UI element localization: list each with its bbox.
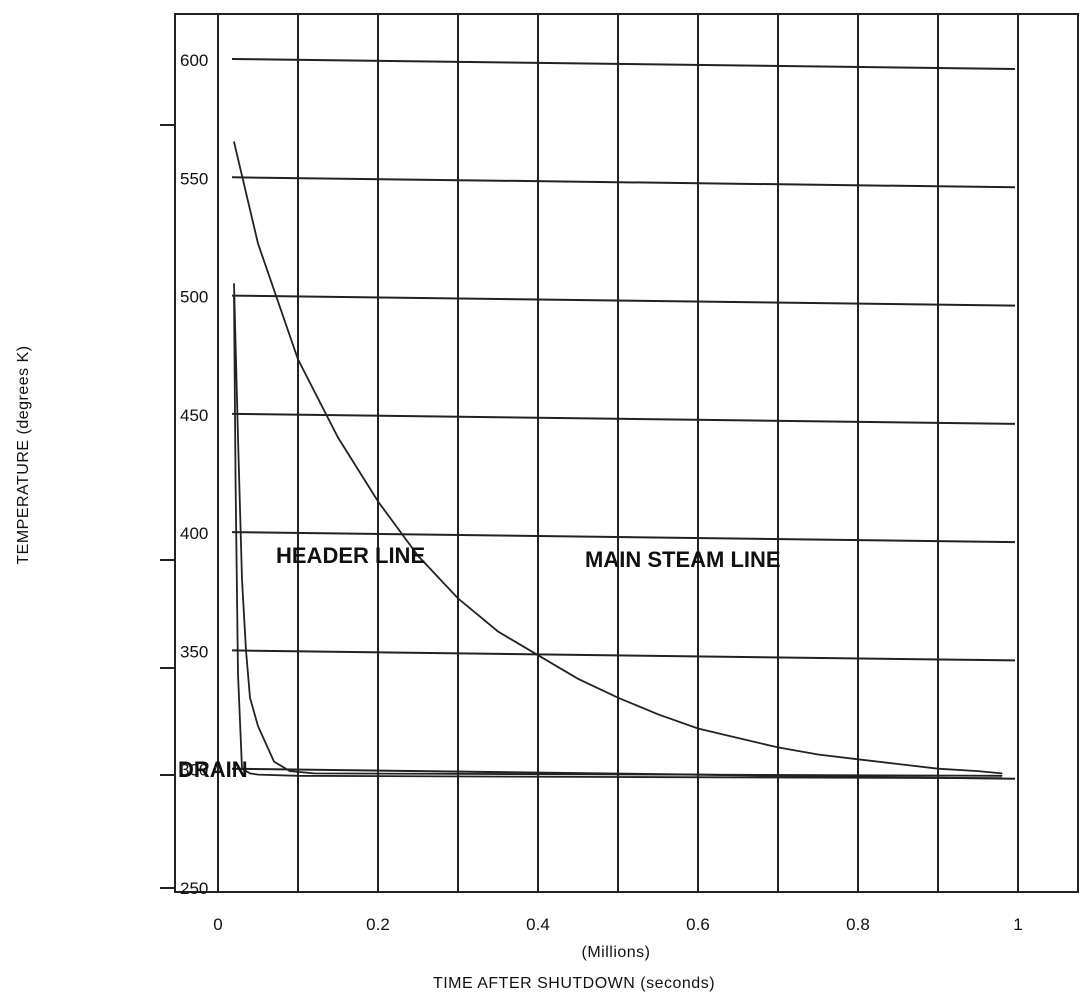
main-steam-line-point: [1001, 772, 1003, 775]
y-axis-title: TEMPERATURE (degrees K): [15, 345, 32, 564]
grid-line-horizontal: [231, 412, 1016, 425]
main-steam-line-point: [937, 768, 939, 770]
header-line-curve: [233, 283, 1003, 777]
grid-layer: [160, 14, 1019, 892]
main-steam-line-point: [497, 630, 499, 633]
header-line-label: HEADER LINE: [276, 543, 425, 568]
grid-line-horizontal: [231, 649, 1016, 662]
main-steam-line-point: [537, 654, 539, 656]
main-steam-line-point: [457, 597, 459, 599]
header-line-point: [289, 770, 291, 772]
main-steam-line-point: [617, 697, 619, 699]
main-steam-line-point: [737, 737, 739, 739]
header-line-point: [233, 283, 235, 285]
drain-label: DRAIN: [178, 757, 248, 782]
drain-point: [233, 294, 235, 297]
main-steam-line-label: MAIN STEAM LINE: [585, 547, 781, 572]
header-line-point: [1001, 775, 1003, 777]
drain-point: [237, 673, 239, 675]
y-tick-label: 400: [180, 524, 208, 543]
curve-layer: [233, 141, 1003, 780]
header-line-point: [249, 697, 251, 699]
main-steam-line-point: [577, 678, 579, 680]
y-tick-label: 250: [180, 879, 208, 898]
tick-layer: 250 300 350 400 450 500 550 600 0 0.2 0.4 0.6 0.8 1: [180, 51, 1023, 934]
drain-point: [257, 774, 259, 776]
x-axis-title: TIME AFTER SHUTDOWN (seconds): [433, 975, 715, 992]
drain-point: [235, 484, 237, 486]
drain-point: [617, 776, 619, 778]
header-line-point: [237, 436, 239, 439]
grid-line-horizontal: [231, 58, 1016, 70]
drain-point: [241, 768, 243, 770]
x-tick-label: 0.2: [366, 915, 390, 934]
x-tick-label: 0: [213, 915, 222, 934]
main-steam-line-point: [297, 358, 299, 361]
grid-line-horizontal: [231, 294, 1016, 307]
y-tick-label: 500: [180, 288, 208, 307]
drain-point: [1001, 777, 1003, 779]
main-steam-line-point: [977, 770, 979, 772]
header-line-point: [245, 649, 247, 652]
grid-line-horizontal: [231, 531, 1016, 544]
main-steam-line-point: [697, 727, 699, 730]
main-steam-line-point: [257, 242, 259, 245]
header-line-point: [257, 725, 259, 727]
main-steam-line-point: [417, 555, 419, 557]
y-tick-label: 450: [180, 406, 208, 425]
y-tick-label: 550: [180, 169, 208, 188]
x-axis-unit: (Millions): [582, 944, 651, 961]
main-steam-line-point: [337, 436, 339, 439]
main-steam-line-point: [657, 713, 659, 715]
drain-point: [297, 775, 299, 777]
y-tick-label: 300: [180, 761, 208, 780]
x-tick-label: 1: [1013, 915, 1022, 934]
main-steam-line-point: [377, 500, 379, 502]
main-steam-line-point: [777, 746, 779, 749]
header-line-point: [313, 772, 315, 775]
main-steam-line-point: [857, 758, 859, 760]
header-line-point: [273, 761, 275, 763]
x-tick-label: 0.8: [846, 915, 870, 934]
grid-line-horizontal: [231, 176, 1016, 189]
main-steam-line-point: [817, 753, 819, 756]
drain-point: [249, 772, 251, 775]
y-tick-label: 350: [180, 642, 208, 661]
plot-frame: [174, 13, 1079, 893]
header-line-point: [697, 774, 699, 776]
y-tick-label: 600: [180, 51, 208, 70]
header-line-point: [457, 773, 459, 775]
main-steam-line-point: [233, 141, 235, 143]
x-tick-label: 0.6: [686, 915, 710, 934]
header-line-point: [241, 578, 243, 581]
main-steam-line-point: [897, 763, 899, 765]
x-tick-label: 0.4: [526, 915, 550, 934]
